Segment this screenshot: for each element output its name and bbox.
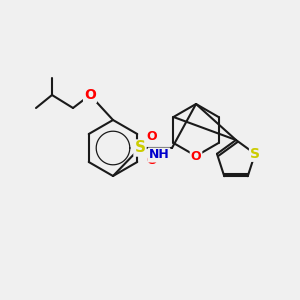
Text: S: S	[134, 140, 146, 155]
Text: O: O	[191, 149, 201, 163]
Text: S: S	[250, 147, 260, 161]
Text: O: O	[147, 130, 157, 142]
Text: NH: NH	[148, 148, 170, 161]
Text: O: O	[84, 88, 96, 102]
Text: O: O	[147, 154, 157, 166]
